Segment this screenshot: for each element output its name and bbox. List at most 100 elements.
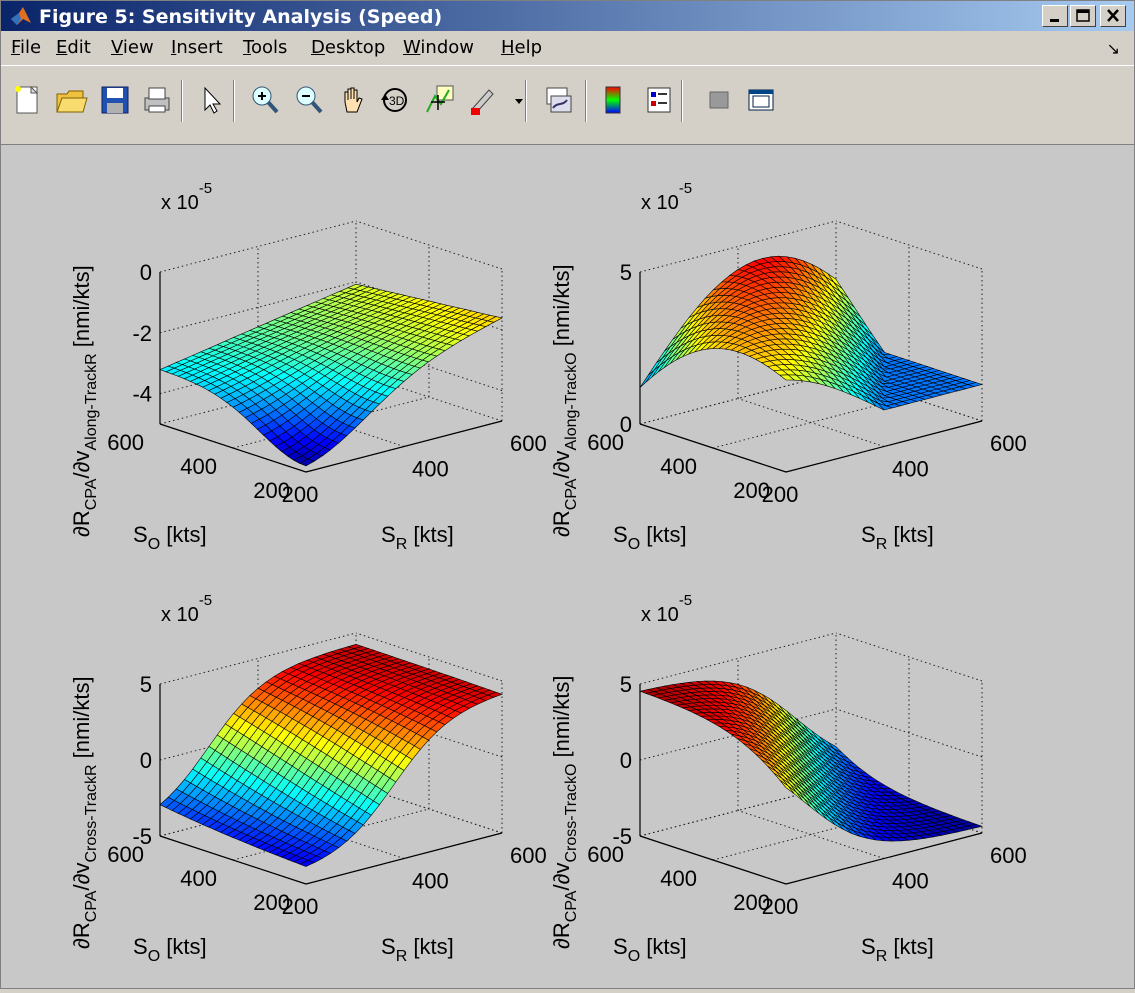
print-icon[interactable] [139,82,175,118]
sr-tick-label: 600 [990,431,1027,456]
zoom-in-icon[interactable] [247,82,283,118]
figure-toolbar: 3D [1,65,1134,145]
colorbar-icon[interactable] [595,82,631,118]
menu-item-file[interactable]: File [11,37,42,58]
sr-tick-label: 600 [990,843,1027,868]
so-tick-label: 400 [660,866,697,891]
sr-tick-label: 200 [762,482,799,507]
exponent-label: x 10-5 [161,180,212,214]
toolbar-separator [181,80,183,122]
z-axis-label: ∂RCPA/∂vAlong-TrackO [nmi/kts] [549,264,580,537]
sr-tick-label: 400 [892,869,929,894]
so-tick-label: 600 [107,430,144,455]
exponent-label: x 10-5 [161,592,212,626]
zoom-out-icon[interactable] [291,82,327,118]
z-axis-label: ∂RCPA/∂vCross-TrackR [nmi/kts] [69,676,100,949]
minimize-button[interactable] [1042,5,1068,27]
sr-axis-label: SR [kts] [381,522,454,553]
surface-plot [159,643,503,867]
menu-item-tools[interactable]: Tools [243,37,288,58]
figure-canvas[interactable]: 0 -2 -4 600 400 200 200 400 600 SO [kts] SR [kts] x… [1,147,1134,988]
new-figure-icon[interactable] [9,82,45,118]
surface-plot [639,255,984,411]
matlab-logo-icon [11,7,31,25]
sr-tick-label: 600 [510,431,547,456]
menu-item-desktop[interactable]: Desktop [311,37,386,58]
surface-patch [779,779,795,795]
so-tick-label: 600 [107,842,144,867]
axes-lines [159,684,503,885]
data-cursor-icon[interactable] [421,82,457,118]
brush-dropdown-icon[interactable] [501,82,523,118]
z-tick-label: 0 [140,260,152,285]
z-tick-label: 0 [620,748,632,773]
sr-axis-label: SR [kts] [861,522,934,553]
z-tick-label: 5 [140,672,152,697]
z-tick-label: 5 [620,260,632,285]
menu-item-window[interactable]: Window [403,37,474,58]
menu-item-insert[interactable]: Insert [171,37,223,58]
surface-plot [159,283,503,467]
pan-hand-icon[interactable] [335,82,371,118]
so-tick-label: 200 [253,478,290,503]
legend-icon[interactable] [641,82,677,118]
menu-bar: File Edit View Insert Tools Desktop Window Help… [1,31,1134,65]
exponent-label: x 10-5 [641,180,692,214]
axes-lines [639,684,983,885]
axes-lines [159,272,503,473]
open-file-icon[interactable] [53,82,89,118]
exponent-label: x 10-5 [641,592,692,626]
surface-plot [638,680,984,842]
sr-tick-label: 200 [282,894,319,919]
window-title: Figure 5: Sensitivity Analysis (Speed) [39,6,443,28]
so-axis-label: SO [kts] [613,934,687,965]
surface-patch [299,859,315,867]
toolbar-separator [233,80,235,122]
hide-plot-tools-icon[interactable] [701,82,737,118]
rotate-3d-icon[interactable]: 3D [377,82,413,118]
show-plot-tools-icon[interactable] [743,82,779,118]
z-tick-label: 0 [620,412,632,437]
sr-tick-label: 400 [412,457,449,482]
so-tick-label: 200 [253,890,290,915]
link-plot-icon[interactable] [541,82,577,118]
sr-tick-label: 200 [282,482,319,507]
title-bar[interactable]: Figure 5: Sensitivity Analysis (Speed) [1,1,1134,31]
z-tick-label: -2 [132,321,152,346]
so-axis-label: SO [kts] [613,522,687,553]
z-tick-label: -5 [612,824,632,849]
so-tick-label: 600 [587,430,624,455]
sr-tick-label: 400 [412,869,449,894]
menu-item-help[interactable]: Help [501,37,543,58]
menu-item-edit[interactable]: Edit [56,37,91,58]
menu-item-view[interactable]: View [111,37,154,58]
so-axis-label: SO [kts] [133,522,207,553]
surface-patch [299,458,315,467]
close-button[interactable] [1100,5,1126,27]
so-tick-label: 400 [180,454,217,479]
brush-icon[interactable] [465,82,501,118]
select-arrow-icon[interactable] [193,82,229,118]
sr-axis-label: SR [kts] [381,934,454,965]
dock-figure-icon[interactable]: ↘ [1106,41,1120,58]
toolbar-separator [681,80,683,122]
z-tick-label: -4 [132,382,152,407]
save-icon[interactable] [97,82,133,118]
maximize-button[interactable] [1070,5,1096,27]
so-tick-label: 600 [587,842,624,867]
so-tick-label: 400 [180,866,217,891]
so-tick-label: 400 [660,454,697,479]
toolbar-separator [525,80,527,122]
sr-tick-label: 600 [510,843,547,868]
sr-tick-label: 200 [762,894,799,919]
z-axis-label: ∂RCPA/∂vCross-TrackO [nmi/kts] [549,676,580,949]
